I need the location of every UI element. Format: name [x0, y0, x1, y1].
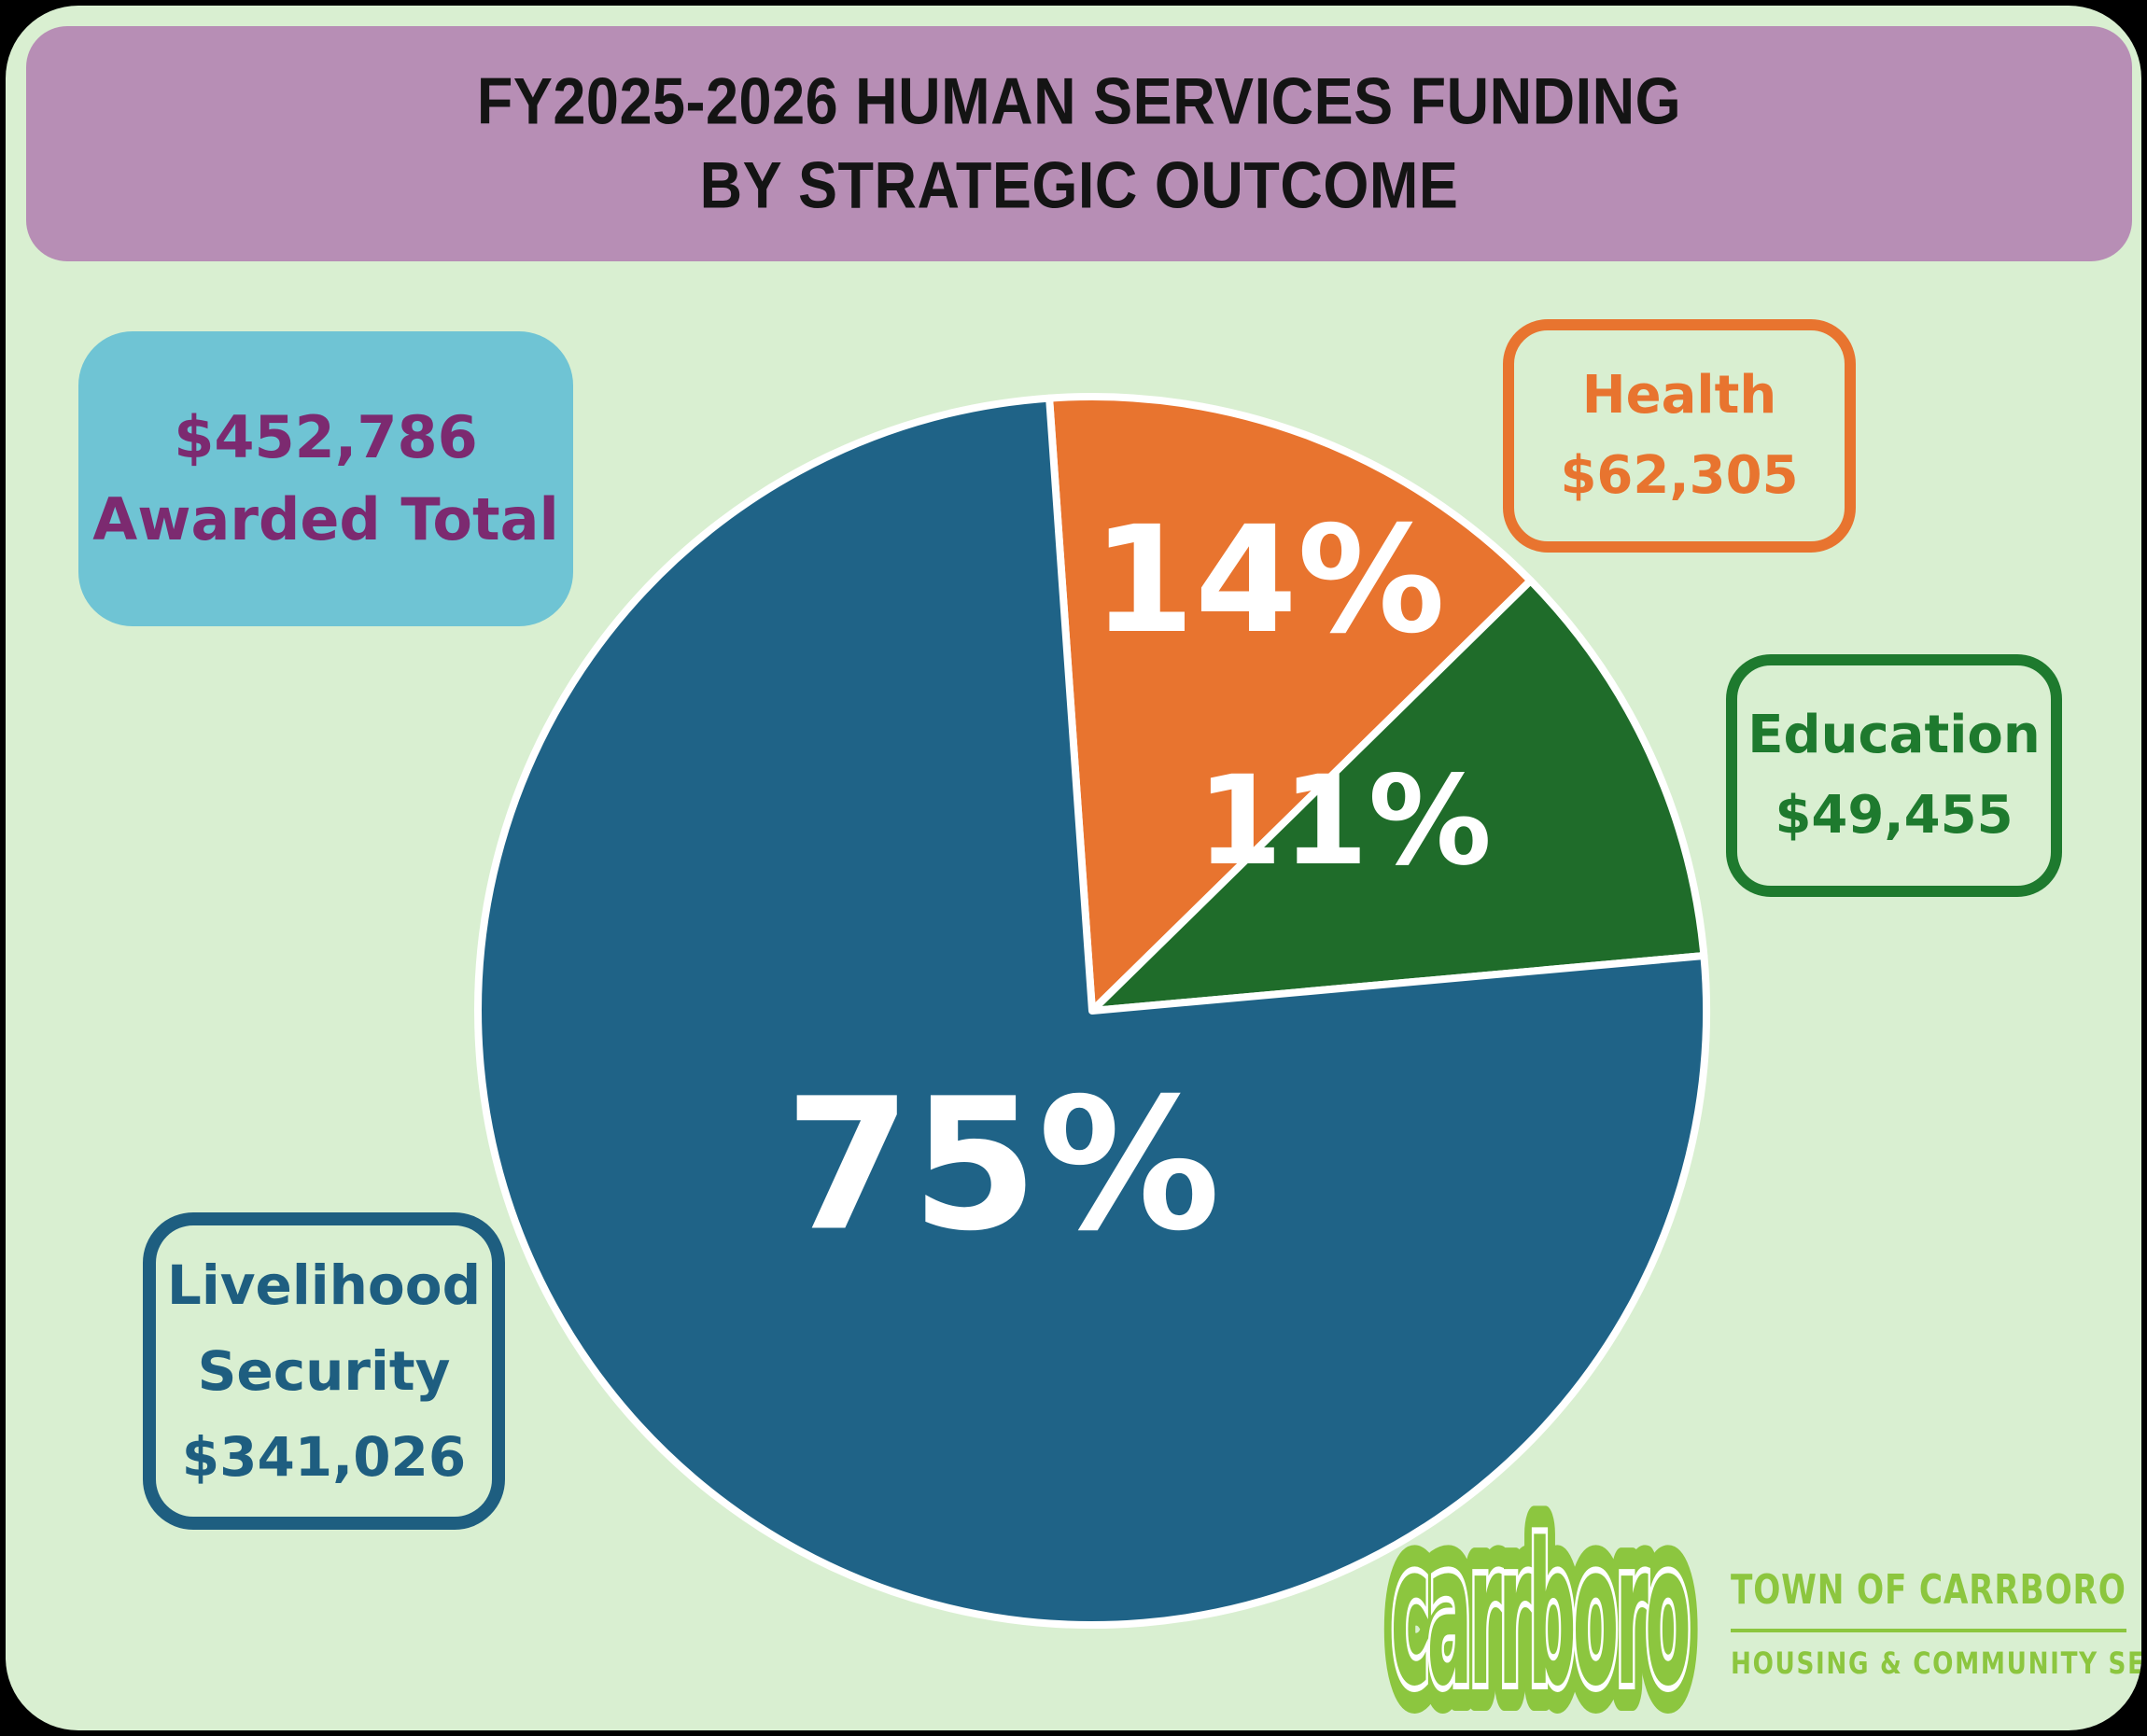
livelihood-label-line1: Livelihood [166, 1253, 482, 1317]
carrboro-logo: carrboro carrboro carrboro [1374, 1491, 1707, 1730]
pie-slice-education [1088, 577, 1708, 1015]
pie-chart [474, 393, 1711, 1629]
pie-label-livelihood-percent: 75% [784, 1058, 1221, 1271]
awarded-total-label: Awarded Total [92, 485, 559, 553]
education-label: Education [1747, 705, 2041, 765]
carrboro-wordmark-outline: carrboro [1391, 1501, 1688, 1729]
pie-label-health-percent: 14% [1091, 495, 1446, 666]
livelihood-callout-box: Livelihood Security $341,026 [143, 1212, 505, 1530]
education-callout-box: Education $49,455 [1726, 654, 2062, 897]
health-amount: $62,305 [1560, 445, 1799, 506]
logo-divider-rule [1731, 1629, 2126, 1632]
pie-slice-livelihood-security [474, 394, 1711, 1629]
awarded-total-amount: $452,786 [174, 403, 478, 471]
page-title-line1: FY2025-2026 HUMAN SERVICES FUNDING [476, 64, 1682, 139]
awarded-total-box: $452,786 Awarded Total [78, 331, 573, 626]
title-banner: FY2025-2026 HUMAN SERVICES FUNDING BY ST… [26, 26, 2132, 261]
livelihood-amount: $341,026 [181, 1425, 467, 1489]
carrboro-wordmark-blob: carrboro [1391, 1501, 1688, 1729]
pie-slice-health [1045, 393, 1535, 1015]
livelihood-label-line2: Security [197, 1339, 451, 1403]
health-label: Health [1581, 365, 1777, 426]
carrboro-wordmark: carrboro [1391, 1501, 1688, 1729]
page-title-line2: BY STRATEGIC OUTCOME [699, 148, 1459, 223]
infographic-sheet: FY2025-2026 HUMAN SERVICES FUNDING BY ST… [6, 6, 2141, 1730]
logo-dept-name: HOUSING & COMMUNITY SERVICES [1731, 1645, 2141, 1681]
education-amount: $49,455 [1775, 785, 2014, 846]
logo-text-block: TOWN OF CARRBORO • NC HOUSING & COMMUNIT… [1731, 1566, 2141, 1681]
health-callout-box: Health $62,305 [1503, 319, 1856, 553]
logo-org-name: TOWN OF CARRBORO • NC [1731, 1566, 2141, 1614]
pie-label-education-percent: 11% [1197, 749, 1492, 893]
